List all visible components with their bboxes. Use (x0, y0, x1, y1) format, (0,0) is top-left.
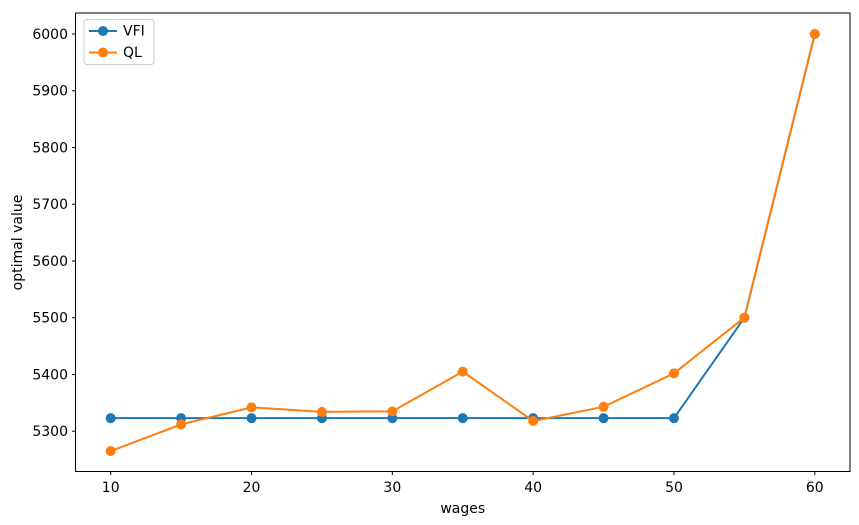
x-tick-label: 10 (102, 480, 120, 496)
axes-spines (75, 12, 851, 472)
legend-marker-icon-vfi (98, 26, 108, 36)
data-point-ql (598, 401, 609, 412)
y-tick-label: 5900 (32, 84, 68, 100)
data-point-vfi (105, 413, 116, 424)
y-axis-label: optimal value (10, 195, 26, 291)
data-point-vfi (457, 413, 468, 424)
data-point-vfi (668, 413, 679, 424)
legend: VFI QL (83, 19, 155, 65)
series-group (105, 28, 820, 457)
data-point-ql (668, 368, 679, 379)
y-tick-label: 5700 (32, 197, 68, 213)
data-point-ql (246, 402, 257, 413)
series-line-ql (109, 32, 816, 453)
legend-entry-ql: QL (89, 45, 142, 61)
x-tick-label: 30 (383, 480, 401, 496)
data-point-vfi (246, 413, 257, 424)
data-point-ql (809, 28, 820, 39)
legend-label-ql: QL (123, 45, 142, 61)
legend-label-vfi: VFI (123, 24, 145, 40)
y-tick-label: 5500 (32, 311, 68, 327)
y-tick-label: 5300 (32, 424, 68, 440)
y-tick-label: 5600 (32, 254, 68, 270)
x-tick-label: 60 (806, 480, 824, 496)
x-tick-label: 40 (524, 480, 542, 496)
data-point-ql (176, 419, 187, 430)
plot-area: 10 20 30 40 50 60 5300 5400 5500 5600 5700 5800 5900… (32, 12, 851, 496)
data-point-ql (739, 312, 750, 323)
y-tick-label: 5800 (32, 140, 68, 156)
x-tick-label: 50 (665, 480, 683, 496)
series-line-vfi (109, 32, 816, 420)
data-point-ql (316, 406, 327, 417)
data-point-ql (457, 366, 468, 377)
data-point-ql (528, 415, 539, 426)
legend-entry-vfi: VFI (89, 24, 145, 40)
x-axis-label: wages (440, 501, 485, 517)
y-tick-label: 6000 (32, 27, 68, 43)
data-point-ql (387, 406, 398, 417)
x-tick-label: 20 (243, 480, 261, 496)
legend-marker-icon-ql (98, 47, 108, 58)
data-point-vfi (598, 413, 609, 424)
y-tick-label: 5400 (32, 367, 68, 383)
data-point-ql (105, 446, 116, 457)
